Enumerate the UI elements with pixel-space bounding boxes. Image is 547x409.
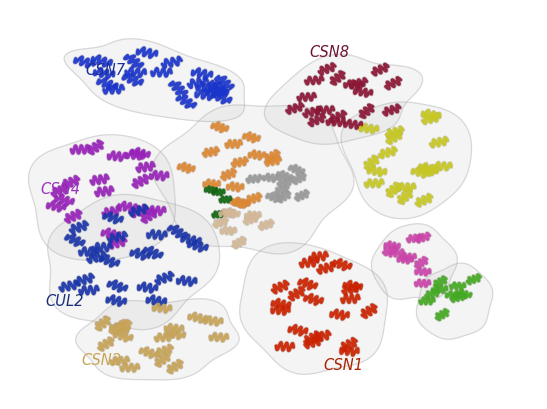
Polygon shape bbox=[28, 135, 176, 261]
Text: CSN8: CSN8 bbox=[309, 45, 349, 60]
Polygon shape bbox=[371, 224, 457, 300]
Text: CUL2: CUL2 bbox=[45, 294, 84, 308]
Text: CSN1: CSN1 bbox=[324, 357, 364, 373]
Polygon shape bbox=[416, 263, 493, 339]
Polygon shape bbox=[264, 55, 423, 145]
Polygon shape bbox=[75, 299, 239, 380]
Polygon shape bbox=[48, 195, 219, 330]
Text: CSN2: CSN2 bbox=[82, 352, 121, 367]
Polygon shape bbox=[341, 103, 472, 219]
Polygon shape bbox=[153, 106, 354, 254]
Polygon shape bbox=[240, 243, 387, 375]
Text: CSN4: CSN4 bbox=[40, 181, 80, 196]
Polygon shape bbox=[64, 40, 245, 122]
Text: CSN7: CSN7 bbox=[85, 63, 125, 78]
